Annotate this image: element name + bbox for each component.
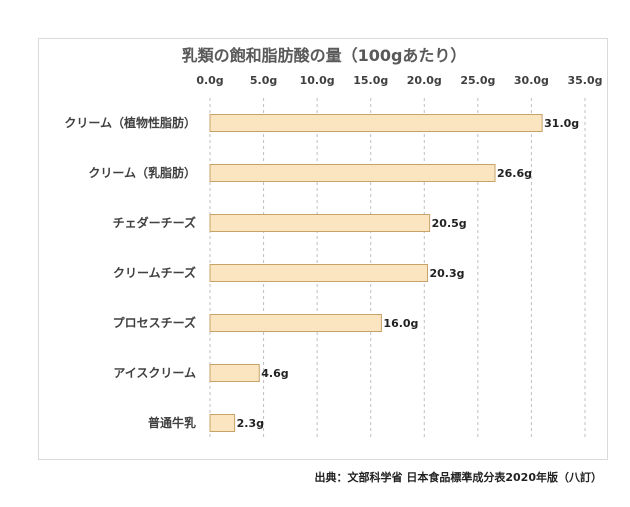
- value-label: 20.3g: [430, 267, 465, 280]
- value-label: 16.0g: [383, 317, 418, 330]
- x-tick-label: 25.0g: [460, 74, 495, 87]
- bar: [209, 164, 496, 182]
- source-note: 出典：文部科学省 日本食品標準成分表2020年版（八訂）: [315, 470, 602, 484]
- bar: [209, 314, 382, 332]
- x-tick-label: 30.0g: [514, 74, 549, 87]
- category-label: クリーム（乳脂肪）: [88, 165, 196, 180]
- value-label: 4.6g: [261, 367, 288, 380]
- category-labels: クリーム（植物性脂肪） クリーム（乳脂肪） チェダーチーズクリームチーズプロセスチー…: [64, 115, 196, 430]
- value-label: 26.6g: [497, 167, 532, 180]
- x-axis-ticks: 0.0g 5.0g 10.0g 15.0g 20.0g 25.0g 30.0g 35.0g: [196, 74, 602, 87]
- value-label: 31.0g: [544, 117, 579, 130]
- bar: [209, 214, 431, 232]
- x-tick-label: 20.0g: [407, 74, 442, 87]
- value-label: 20.5g: [432, 217, 467, 230]
- chart-title: 乳類の飽和脂肪酸の量（100gあたり）: [182, 46, 467, 65]
- x-tick-label: 5.0g: [250, 74, 277, 87]
- x-tick-label: 10.0g: [300, 74, 335, 87]
- bars: [209, 114, 543, 432]
- category-label: チェダーチーズ: [113, 215, 196, 230]
- bar: [209, 364, 260, 382]
- bar: [209, 414, 236, 432]
- category-label: クリームチーズ: [113, 265, 196, 280]
- value-label: 2.3g: [237, 417, 264, 430]
- chart-frame: [38, 38, 608, 460]
- x-tick-label: 0.0g: [196, 74, 223, 87]
- x-tick-label: 35.0g: [567, 74, 602, 87]
- x-tick-label: 15.0g: [353, 74, 388, 87]
- bar: [209, 264, 428, 282]
- category-label: プロセスチーズ: [113, 315, 196, 330]
- value-labels: 31.0g 26.6g 20.5g 20.3g 16.0g 4.6g 2.3g: [237, 117, 580, 430]
- bar: [209, 114, 543, 132]
- category-label: アイスクリーム: [113, 366, 196, 380]
- category-label: クリーム（植物性脂肪）: [64, 115, 196, 130]
- category-label: 普通牛乳: [148, 415, 196, 430]
